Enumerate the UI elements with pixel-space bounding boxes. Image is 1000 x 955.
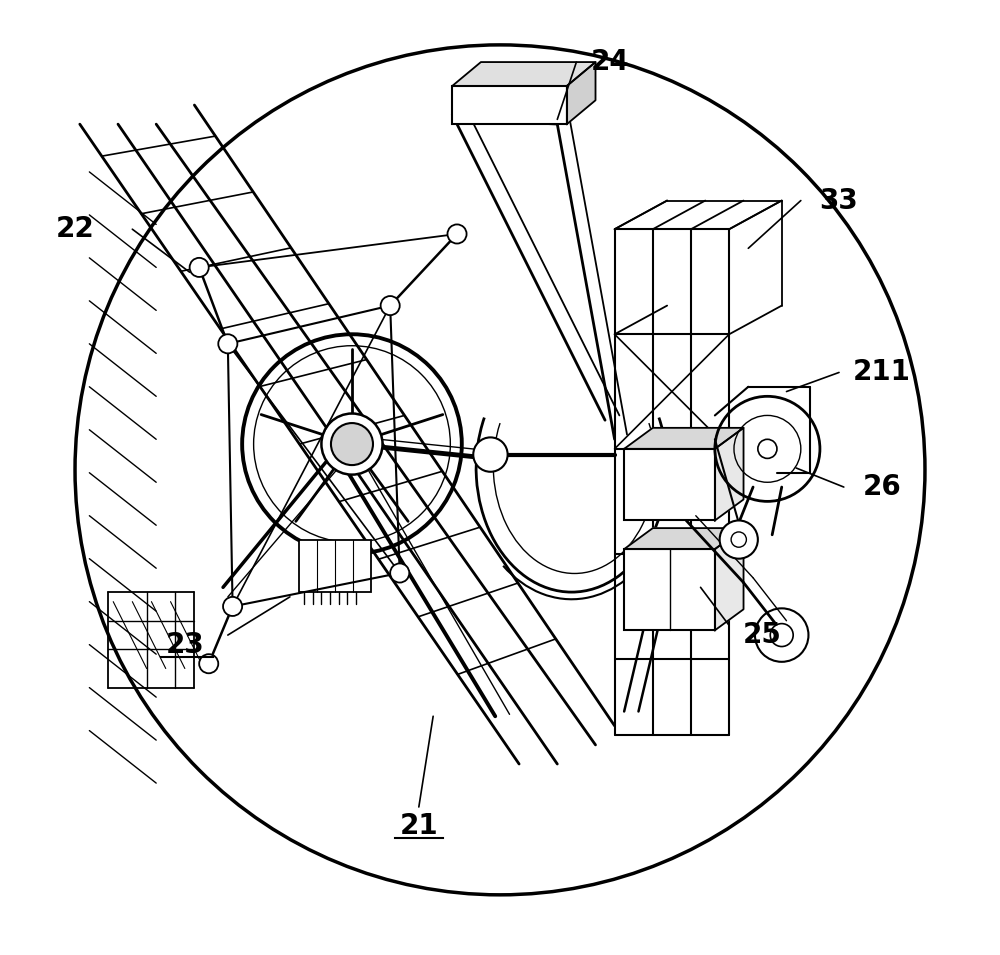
Circle shape <box>381 296 400 315</box>
Text: 211: 211 <box>853 358 911 387</box>
Polygon shape <box>567 62 596 124</box>
Polygon shape <box>715 428 744 520</box>
Bar <box>299 540 371 592</box>
Text: 24: 24 <box>590 48 629 76</box>
Text: 26: 26 <box>863 473 901 501</box>
Circle shape <box>390 563 409 583</box>
Polygon shape <box>715 528 744 630</box>
Bar <box>452 86 567 124</box>
Text: 22: 22 <box>56 215 94 244</box>
Circle shape <box>331 423 373 465</box>
Circle shape <box>218 334 237 353</box>
Circle shape <box>321 414 383 475</box>
Circle shape <box>223 597 242 616</box>
Circle shape <box>190 258 209 277</box>
Text: 21: 21 <box>400 812 438 840</box>
Polygon shape <box>624 528 744 549</box>
Text: 25: 25 <box>743 621 782 649</box>
Circle shape <box>75 45 925 895</box>
Bar <box>624 449 715 520</box>
Text: 33: 33 <box>820 186 858 215</box>
Bar <box>624 549 715 630</box>
Circle shape <box>770 624 793 647</box>
Circle shape <box>333 425 371 463</box>
Circle shape <box>199 654 218 673</box>
Polygon shape <box>624 428 744 449</box>
Circle shape <box>447 224 467 244</box>
Polygon shape <box>452 62 596 86</box>
Circle shape <box>758 439 777 458</box>
Circle shape <box>473 437 508 472</box>
Circle shape <box>731 532 746 547</box>
Circle shape <box>720 520 758 559</box>
Text: 23: 23 <box>165 630 204 659</box>
